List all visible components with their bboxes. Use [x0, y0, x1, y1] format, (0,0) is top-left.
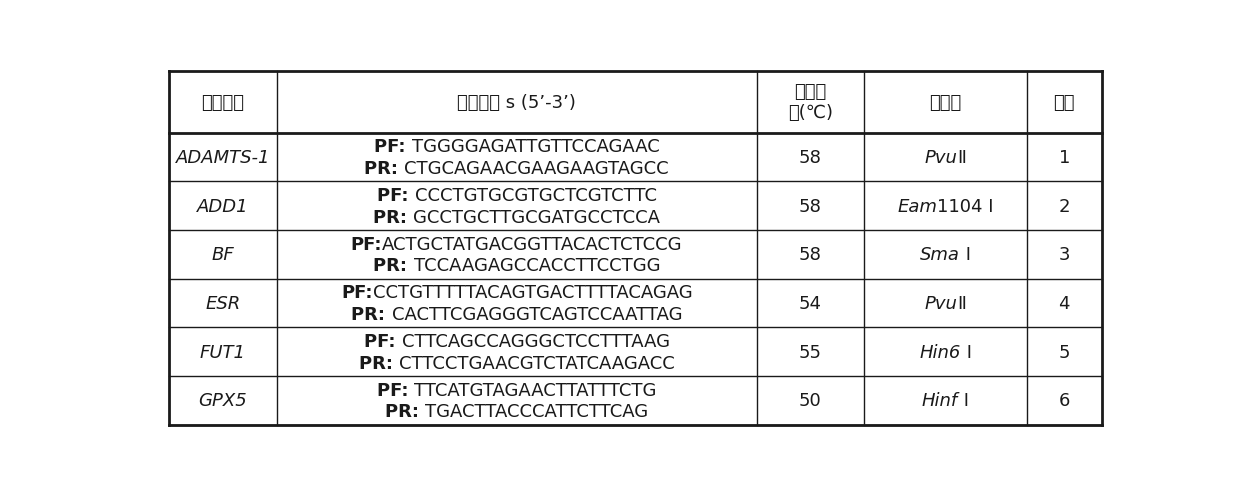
Text: 50: 50	[799, 392, 822, 409]
Text: CCTGTTTTTACAGTGACTTTTACAGAG: CCTGTTTTTACAGTGACTTTTACAGAG	[372, 284, 692, 302]
Text: 4: 4	[1059, 295, 1070, 312]
Text: Hin6: Hin6	[919, 343, 961, 361]
Text: 退火温
度(℃): 退火温 度(℃)	[787, 83, 833, 122]
Text: PF:: PF:	[341, 284, 372, 302]
Text: PF:: PF:	[374, 138, 412, 156]
Text: 55: 55	[799, 343, 822, 361]
Text: 58: 58	[799, 197, 822, 215]
Text: 58: 58	[799, 246, 822, 264]
Text: 引物序列 s (5’-3’): 引物序列 s (5’-3’)	[458, 94, 577, 112]
Text: 6: 6	[1059, 392, 1070, 409]
Text: PR:: PR:	[358, 354, 399, 372]
Text: 1: 1	[1059, 149, 1070, 167]
Text: FUT1: FUT1	[200, 343, 246, 361]
Text: Sma: Sma	[920, 246, 960, 264]
Text: TTCATGTAGAACTTATTTCTG: TTCATGTAGAACTTATTTCTG	[414, 381, 657, 399]
Text: TGGGGAGATTGTTCCAGAAC: TGGGGAGATTGTTCCAGAAC	[412, 138, 660, 156]
Text: PR:: PR:	[373, 257, 413, 275]
Text: Pvu: Pvu	[925, 149, 957, 167]
Text: 1104 I: 1104 I	[937, 197, 993, 215]
Text: ESR: ESR	[206, 295, 241, 312]
Text: GCCTGCTTGCGATGCCTCCA: GCCTGCTTGCGATGCCTCCA	[413, 208, 660, 226]
Text: PF:: PF:	[377, 381, 414, 399]
Text: 基因名称: 基因名称	[202, 94, 244, 112]
Text: PR:: PR:	[365, 160, 404, 178]
Text: Hinf: Hinf	[921, 392, 959, 409]
Text: I: I	[960, 246, 971, 264]
Text: ADAMTS-1: ADAMTS-1	[176, 149, 270, 167]
Text: I: I	[961, 343, 972, 361]
Text: ADD1: ADD1	[197, 197, 249, 215]
Text: 58: 58	[799, 149, 822, 167]
Text: Eam: Eam	[898, 197, 937, 215]
Text: Ⅱ: Ⅱ	[957, 295, 966, 312]
Text: CCCTGTGCGTGCTCGTCTTC: CCCTGTGCGTGCTCGTCTTC	[414, 187, 656, 204]
Text: 3: 3	[1059, 246, 1070, 264]
Text: 内切酶: 内切酶	[929, 94, 961, 112]
Text: BF: BF	[212, 246, 234, 264]
Text: GPX5: GPX5	[198, 392, 248, 409]
Text: 54: 54	[799, 295, 822, 312]
Text: PF:: PF:	[351, 235, 382, 253]
Text: CTGCAGAACGAAGAAGTAGCC: CTGCAGAACGAAGAAGTAGCC	[404, 160, 670, 178]
Text: CTTCCTGAACGTCTATCAAGACC: CTTCCTGAACGTCTATCAAGACC	[399, 354, 675, 372]
Text: CTTCAGCCAGGGCTCCTTTAAG: CTTCAGCCAGGGCTCCTTTAAG	[402, 332, 670, 350]
Text: Ⅱ: Ⅱ	[957, 149, 966, 167]
Text: PF:: PF:	[363, 332, 402, 350]
Text: 2: 2	[1059, 197, 1070, 215]
Text: PR:: PR:	[384, 402, 425, 420]
Text: PR:: PR:	[373, 208, 413, 226]
Text: 位点: 位点	[1054, 94, 1075, 112]
Text: PR:: PR:	[351, 305, 392, 323]
Text: PF:: PF:	[377, 187, 414, 204]
Text: TGACTTACCCATTCTTCAG: TGACTTACCCATTCTTCAG	[425, 402, 649, 420]
Text: TCCAAGAGCCACCTTCCTGG: TCCAAGAGCCACCTTCCTGG	[413, 257, 660, 275]
Text: Pvu: Pvu	[925, 295, 957, 312]
Text: CACTTCGAGGGTCAGTCCAATTAG: CACTTCGAGGGTCAGTCCAATTAG	[392, 305, 682, 323]
Text: 5: 5	[1059, 343, 1070, 361]
Text: ACTGCTATGACGGTTACACTCTCCG: ACTGCTATGACGGTTACACTCTCCG	[382, 235, 683, 253]
Text: I: I	[959, 392, 970, 409]
